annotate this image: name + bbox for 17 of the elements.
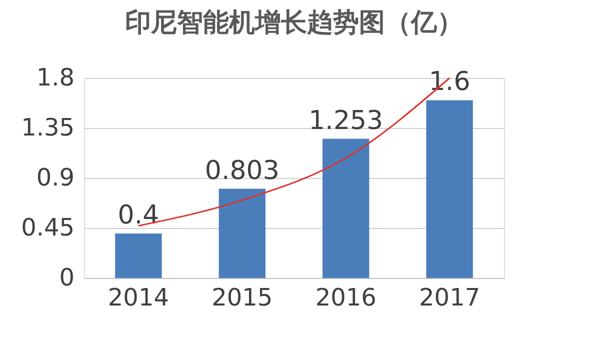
bar [426, 100, 473, 278]
bar [322, 138, 370, 278]
bar [115, 234, 162, 278]
y-tick-label: 0.45 [21, 214, 74, 242]
data-label: 0.4 [118, 200, 160, 231]
chart-title: 印尼智能机增长趋势图（亿） [125, 8, 463, 38]
data-label: 0.803 [204, 156, 280, 186]
data-label: 1.253 [308, 106, 384, 136]
x-tick-label: 2016 [315, 284, 376, 312]
y-tick-label: 0 [59, 264, 74, 292]
y-tick-label: 0.9 [36, 164, 74, 192]
y-tick-label: 1.35 [21, 114, 74, 142]
x-tick-label: 2017 [419, 284, 480, 312]
x-tick-label: 2014 [108, 284, 169, 312]
x-tick-label: 2015 [212, 284, 273, 312]
y-tick-label: 1.8 [36, 64, 74, 92]
bar [218, 188, 266, 278]
